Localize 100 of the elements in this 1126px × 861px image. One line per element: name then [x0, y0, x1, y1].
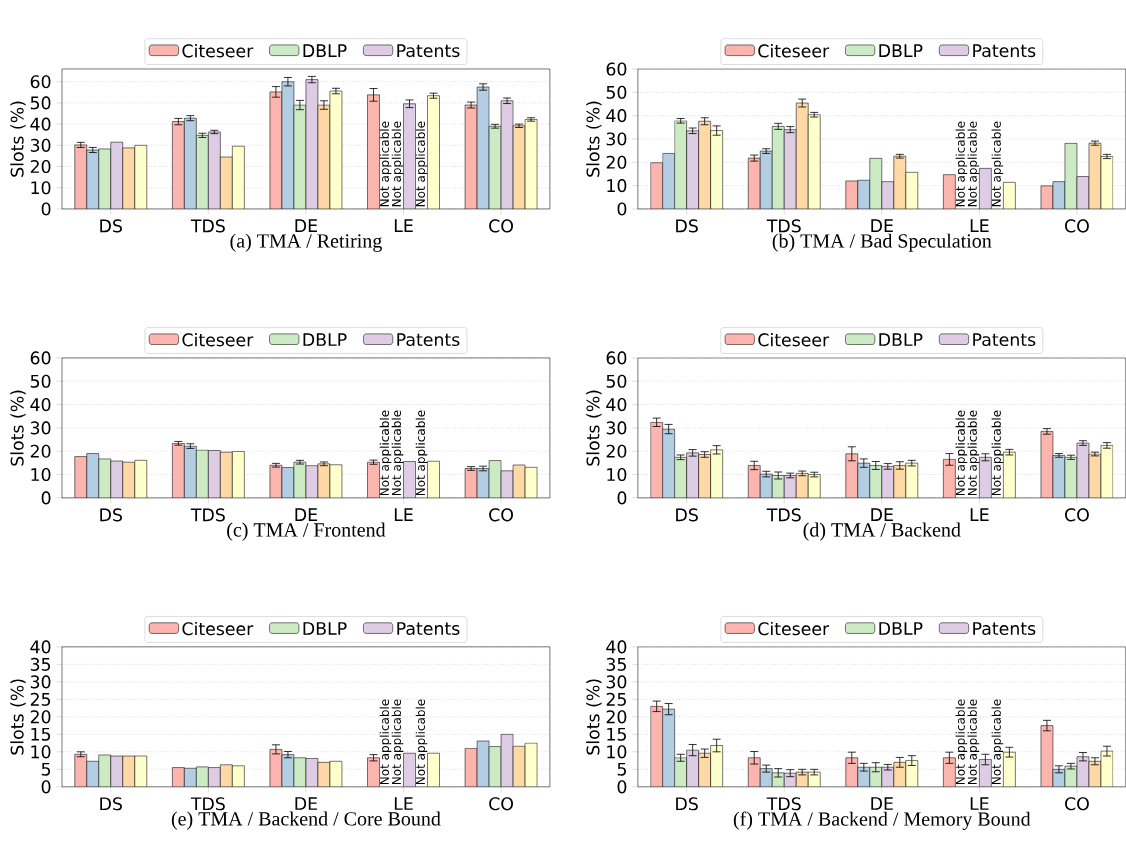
y-tick-label: 20 — [30, 160, 51, 174]
bar — [674, 120, 687, 210]
annotation: Not applicable — [391, 121, 404, 207]
x-tick-label: DS — [100, 219, 122, 233]
x-tick-label: TDS — [190, 797, 225, 811]
y-axis-title: Slots (%) — [10, 101, 26, 177]
bar — [674, 457, 687, 498]
annotation: Not applicable — [955, 121, 968, 207]
legend-label: DBLP — [879, 622, 923, 635]
text: (a) TMA / Retiring — [230, 233, 382, 252]
bar — [710, 130, 723, 210]
legend-label: DBLP — [303, 44, 347, 58]
bar — [662, 428, 675, 498]
y-tick-label: 30 — [606, 421, 627, 435]
bar — [1052, 769, 1066, 787]
y-tick-label: 50 — [30, 96, 51, 110]
x-tick-label: TDS — [766, 508, 801, 522]
text: (f) TMA / Backend / Memory Bound — [733, 811, 1031, 830]
y-tick-label: 50 — [30, 374, 51, 388]
y-tick-label: 20 — [606, 444, 627, 458]
annotation: Not applicable — [379, 121, 392, 207]
y-tick-label: 25 — [606, 692, 626, 706]
bar — [686, 130, 699, 210]
bar — [686, 749, 699, 787]
legend-label: DBLP — [879, 44, 923, 58]
annotation: Not applicable — [391, 410, 404, 496]
bar — [905, 462, 919, 498]
bar — [281, 81, 295, 210]
legend-label: Patents — [973, 333, 1036, 347]
legend-label: Patents — [397, 44, 460, 58]
x-tick-label: LE — [394, 508, 413, 522]
y-tick-label: 60 — [606, 351, 627, 365]
y-tick-label: 0 — [617, 491, 627, 505]
x-tick-label: CO — [489, 508, 513, 522]
y-tick-label: 10 — [607, 179, 627, 193]
x-tick-label: DS — [676, 508, 698, 522]
y-tick-label: 0 — [41, 491, 51, 505]
x-tick-label: LE — [970, 508, 989, 522]
x-tick-label: DE — [871, 508, 893, 522]
annotation: Not applicable — [415, 699, 428, 785]
y-tick-label: 15 — [607, 727, 626, 741]
legend-label: Patents — [973, 622, 1036, 636]
annotation: Not applicable — [415, 410, 428, 496]
x-tick-label: LE — [970, 219, 989, 233]
y-tick-label: 25 — [30, 692, 51, 706]
bar — [795, 102, 809, 210]
annotation: Not applicable — [415, 121, 428, 207]
bar — [893, 465, 907, 498]
x-tick-label: CO — [489, 219, 513, 233]
y-tick-label: 60 — [30, 75, 51, 89]
legend-label: Citeseer — [758, 621, 830, 636]
bar — [795, 771, 809, 787]
bar — [747, 157, 761, 210]
x-tick-label: CO — [489, 797, 513, 811]
y-tick-label: 30 — [606, 675, 627, 689]
y-tick-label: 5 — [41, 762, 51, 776]
y-tick-label: 30 — [30, 675, 51, 689]
bar — [1040, 725, 1054, 787]
y-tick-label: 40 — [30, 640, 51, 654]
bar — [1040, 431, 1054, 498]
annotation: Not applicable — [379, 699, 392, 785]
bar — [1100, 445, 1114, 498]
bar — [845, 757, 859, 787]
x-tick-label: DS — [676, 797, 698, 811]
legend-label: Citeseer — [182, 333, 254, 347]
text: (b) TMA / Bad Speculation — [772, 233, 992, 252]
y-tick-label: 0 — [617, 780, 627, 794]
bar — [869, 465, 883, 498]
legend-label: Citeseer — [182, 621, 254, 636]
legend-label: Citeseer — [758, 333, 830, 347]
x-tick-label: DS — [100, 508, 122, 522]
bar — [857, 462, 871, 498]
bar — [747, 757, 761, 787]
bar — [857, 767, 871, 787]
bar — [905, 760, 919, 787]
bar — [184, 118, 197, 210]
legend-label: DBLP — [303, 622, 347, 635]
bar — [698, 121, 711, 210]
x-tick-label: TDS — [766, 797, 801, 811]
bar — [795, 473, 809, 498]
y-tick-label: 0 — [41, 202, 51, 216]
bar — [807, 474, 821, 498]
bar — [783, 475, 797, 498]
bar — [1052, 455, 1066, 498]
bar — [979, 457, 992, 498]
bar — [1100, 750, 1114, 787]
bar — [845, 453, 859, 498]
annotation: Not applicable — [379, 410, 392, 496]
x-tick-label: DE — [871, 797, 893, 810]
y-axis-title: Slots (%) — [586, 390, 602, 466]
y-axis-title: Slots (%) — [586, 101, 602, 177]
y-tick-label: 30 — [606, 132, 627, 146]
y-tick-label: 40 — [606, 640, 627, 654]
x-tick-label: DE — [295, 797, 317, 810]
y-tick-label: 15 — [31, 727, 51, 741]
bar — [710, 449, 723, 498]
x-tick-label: DS — [676, 219, 698, 233]
x-tick-label: CO — [1065, 797, 1089, 811]
annotation: Not applicable — [967, 121, 980, 207]
y-tick-label: 20 — [606, 155, 627, 169]
